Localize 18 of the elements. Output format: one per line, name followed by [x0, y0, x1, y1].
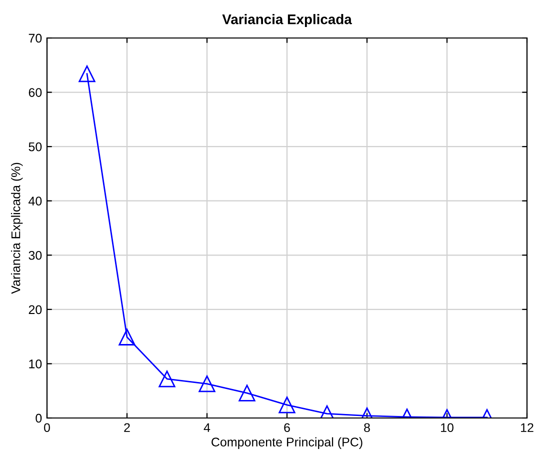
y-tick-label: 40 — [28, 196, 42, 206]
x-tick-label: 10 — [441, 423, 454, 432]
y-tick-label: 60 — [28, 88, 42, 97]
x-tick-label: 12 — [521, 423, 534, 432]
x-tick-label: 6 — [284, 423, 290, 432]
chart-title: Variancia Explicada — [222, 14, 352, 27]
y-tick-label: 50 — [28, 142, 42, 152]
y-tick-label: 0 — [36, 414, 42, 423]
x-tick-label: 8 — [364, 423, 370, 432]
y-tick-label: 30 — [28, 250, 42, 260]
y-tick-label: 20 — [28, 305, 42, 314]
x-tick-label: 0 — [44, 423, 50, 432]
y-tick-label: 10 — [29, 360, 42, 368]
x-tick-label: 4 — [204, 423, 210, 432]
x-axis-title: Componente Principal (PC) — [212, 437, 362, 449]
y-tick-label: 70 — [28, 34, 42, 43]
y-axis-title: Variancia Explicada (%) — [11, 162, 23, 294]
x-tick-label: 2 — [124, 423, 130, 432]
